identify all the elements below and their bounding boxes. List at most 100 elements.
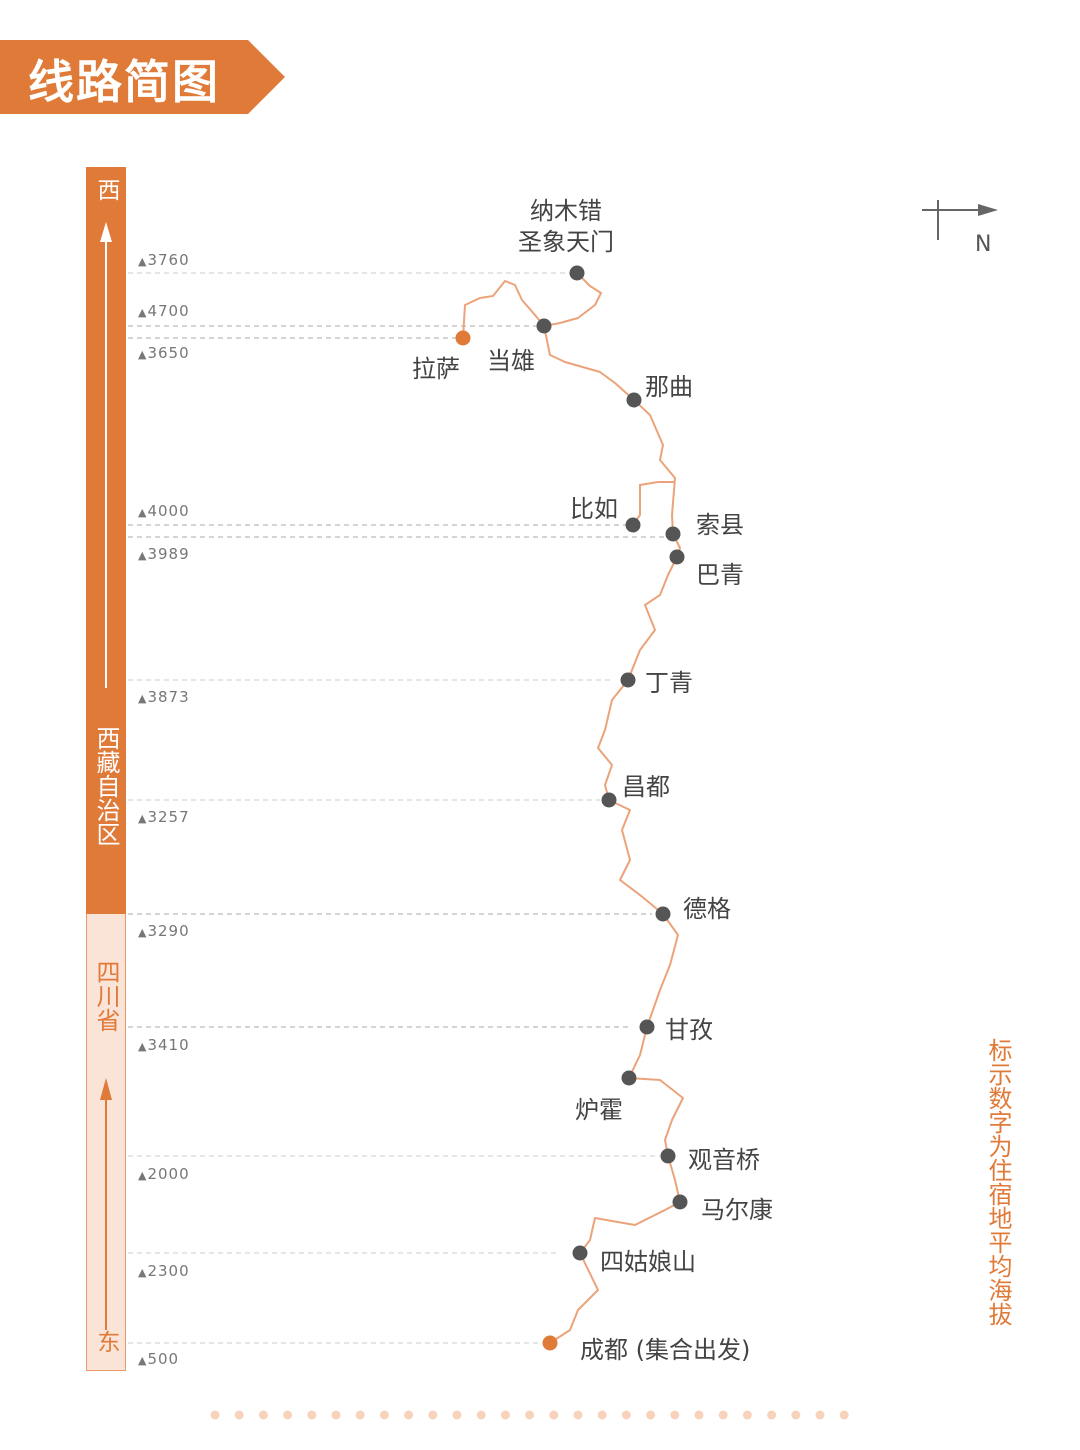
altitude-label: ▲3257 <box>138 808 190 826</box>
stop-name-line2: 圣象天门 <box>518 228 614 256</box>
divider-dot <box>452 1410 462 1420</box>
stop-name: 丁青 <box>645 669 693 697</box>
altitude-label: ▲4700 <box>138 302 190 320</box>
mountain-triangle-icon: ▲ <box>138 1040 148 1053</box>
altitude-value: 3989 <box>147 545 190 563</box>
altitude-label: ▲500 <box>138 1350 179 1368</box>
stop-marker <box>455 330 471 346</box>
altitude-guide-lines <box>128 272 668 1344</box>
mountain-triangle-icon: ▲ <box>138 306 148 319</box>
altitude-value: 3760 <box>147 251 190 269</box>
altitude-label: ▲3650 <box>138 344 190 362</box>
stop-label: 德格 <box>683 889 731 924</box>
north-label: N <box>975 232 992 257</box>
title-banner <box>0 40 285 114</box>
divider-dot <box>670 1410 680 1420</box>
divider-dot <box>307 1410 317 1420</box>
stop-name: 观音桥 <box>688 1146 760 1174</box>
altitude-label: ▲3290 <box>138 922 190 940</box>
mountain-triangle-icon: ▲ <box>138 1354 148 1367</box>
altitude-note: 标示数字为住宿地平均海拔 <box>984 1038 1012 1326</box>
altitude-value: 4000 <box>147 502 190 520</box>
mountain-triangle-icon: ▲ <box>138 812 148 825</box>
divider-dot <box>331 1410 341 1420</box>
altitude-value: 4700 <box>147 302 190 320</box>
stop-marker <box>669 549 685 565</box>
stop-name: 甘孜 <box>665 1016 713 1044</box>
route-line <box>632 481 675 526</box>
divider-dot <box>621 1410 631 1420</box>
divider-dot <box>718 1410 728 1420</box>
stop-name: 炉霍 <box>575 1096 623 1124</box>
divider-dot <box>767 1410 777 1420</box>
altitude-label: ▲4000 <box>138 502 190 520</box>
divider-dot <box>283 1410 293 1420</box>
stop-label: 索县 <box>696 505 744 540</box>
stop-marker <box>621 1070 637 1086</box>
altitude-label: ▲3873 <box>138 688 190 706</box>
east-arrow-icon <box>100 1078 112 1330</box>
altitude-label: ▲2000 <box>138 1165 190 1183</box>
divider-dot <box>839 1410 849 1420</box>
sichuan-label: 四川省 <box>92 960 120 1032</box>
stop-name: 拉萨 <box>412 355 460 383</box>
mountain-triangle-icon: ▲ <box>138 926 148 939</box>
stop-label: 甘孜 <box>665 1010 713 1045</box>
divider-dot <box>525 1410 535 1420</box>
stop-name: 那曲 <box>645 373 693 401</box>
page-title: 线路简图 <box>28 55 220 109</box>
mountain-triangle-icon: ▲ <box>138 255 148 268</box>
divider-dot <box>549 1410 559 1420</box>
divider-dot <box>500 1410 510 1420</box>
divider-dot <box>379 1410 389 1420</box>
divider-dot <box>210 1410 220 1420</box>
stop-name: 纳木错 <box>530 197 602 225</box>
stop-label: 炉霍 <box>575 1090 623 1125</box>
stop-marker <box>601 792 617 808</box>
divider-dot <box>258 1410 268 1420</box>
divider-dot <box>742 1410 752 1420</box>
altitude-value: 500 <box>147 1350 180 1368</box>
west-label: 西 <box>93 178 119 201</box>
stop-marker <box>572 1245 588 1261</box>
stop-marker <box>639 1019 655 1035</box>
west-arrow-icon <box>100 222 112 688</box>
stop-markers <box>455 265 688 1351</box>
stop-label: 四姑娘山 <box>600 1242 696 1277</box>
mountain-triangle-icon: ▲ <box>138 549 148 562</box>
divider-dot <box>234 1410 244 1420</box>
east-label: 东 <box>93 1330 119 1353</box>
stop-name: 当雄 <box>487 347 535 375</box>
route-line <box>543 325 684 1344</box>
altitude-label: ▲3410 <box>138 1036 190 1054</box>
tibet-label: 西藏自治区 <box>92 726 120 846</box>
route-line <box>462 272 602 339</box>
stop-label: 那曲 <box>645 367 693 402</box>
altitude-value: 3410 <box>147 1036 190 1054</box>
altitude-value: 2000 <box>147 1165 190 1183</box>
stop-label: 观音桥 <box>688 1140 760 1175</box>
stop-name: 比如 <box>570 495 618 523</box>
altitude-value: 3290 <box>147 922 190 940</box>
altitude-value: 3257 <box>147 808 190 826</box>
stop-marker <box>626 392 642 408</box>
stop-marker <box>569 265 585 281</box>
divider-dot <box>428 1410 438 1420</box>
mountain-triangle-icon: ▲ <box>138 506 148 519</box>
altitude-label: ▲2300 <box>138 1262 190 1280</box>
stop-label: 比如 <box>570 489 618 524</box>
divider-dot <box>476 1410 486 1420</box>
stop-marker <box>536 318 552 334</box>
divider-dot <box>355 1410 365 1420</box>
divider-dot <box>694 1410 704 1420</box>
divider-dot <box>791 1410 801 1420</box>
stop-name: 昌都 <box>622 773 670 801</box>
stop-label: 马尔康 <box>701 1190 773 1225</box>
divider-dot <box>646 1410 656 1420</box>
mountain-triangle-icon: ▲ <box>138 1266 148 1279</box>
footer-dot-divider <box>210 1410 849 1420</box>
divider-dot <box>404 1410 414 1420</box>
stop-label: 丁青 <box>645 663 693 698</box>
stop-marker <box>655 906 671 922</box>
